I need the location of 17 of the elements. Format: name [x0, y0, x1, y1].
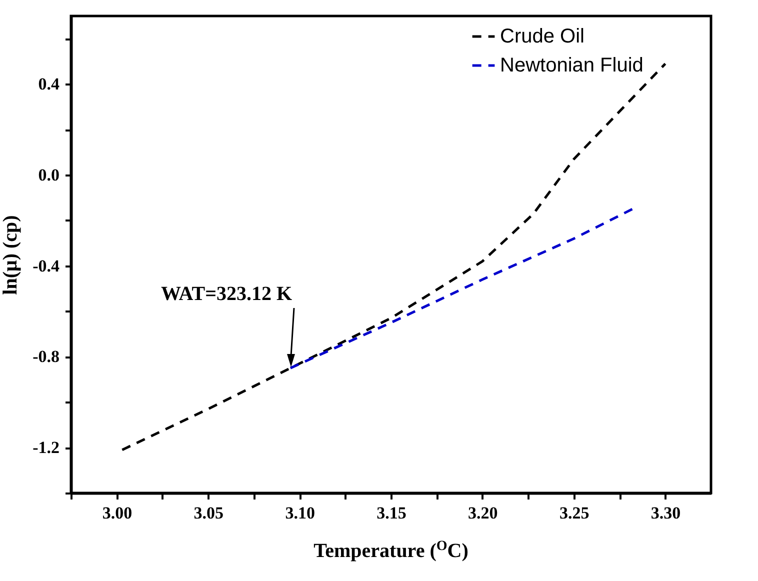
y-axis-title: ln(μ) (cp)	[0, 215, 22, 295]
x-tick-label: 3.00	[102, 504, 132, 522]
y-tick-label: 0.4	[38, 74, 60, 94]
y-tick-label: -0.4	[32, 256, 60, 276]
x-tick-label: 3.30	[650, 504, 681, 522]
x-tick-label: 3.25	[559, 504, 590, 522]
y-tick-label: 0.0	[38, 166, 60, 184]
annotation: WAT=323.12 K	[161, 283, 292, 305]
x-axis-title: Temperature ($^{O}$C)	[314, 538, 468, 562]
legend-label: Newtonian Fluid	[500, 54, 644, 76]
legend-label: Crude Oil	[500, 26, 584, 48]
x-tick-label: 3.15	[376, 504, 406, 522]
x-tick-label: 3.10	[285, 504, 315, 522]
x-tick-label: 3.20	[468, 504, 498, 522]
y-tick-label: -1.2	[32, 438, 60, 458]
x-tick-label: 3.05	[194, 504, 224, 522]
y-tick-label: -0.8	[32, 347, 60, 366]
